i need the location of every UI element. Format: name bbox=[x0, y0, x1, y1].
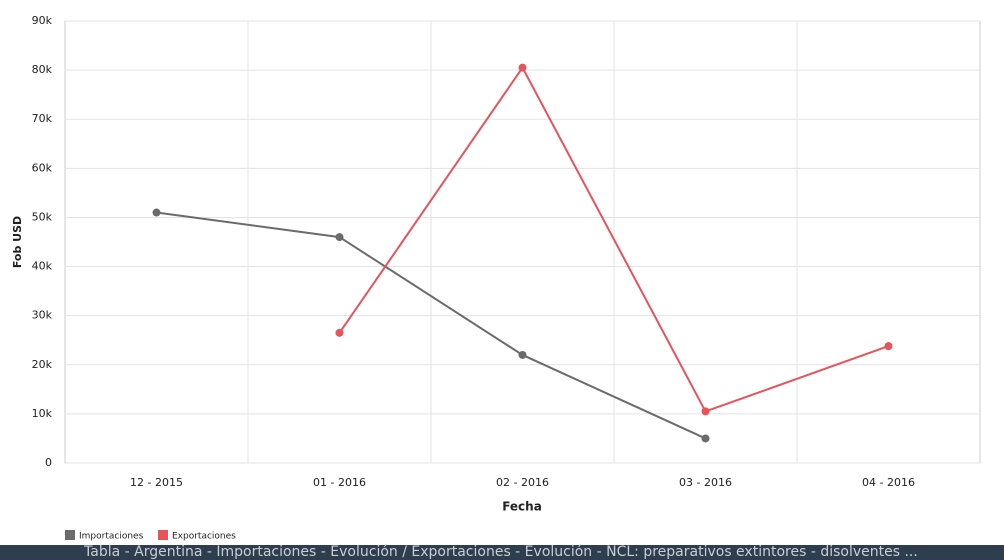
y-axis-title: Fob USD bbox=[11, 216, 24, 268]
x-tick-label: 01 - 2016 bbox=[313, 476, 366, 489]
legend-label[interactable]: Exportaciones bbox=[172, 532, 236, 542]
y-tick-label: 90k bbox=[32, 14, 53, 27]
data-point bbox=[335, 233, 344, 242]
plot-frame bbox=[64, 20, 981, 464]
y-tick-label: 10k bbox=[32, 407, 53, 420]
legend-swatch[interactable] bbox=[65, 530, 75, 540]
y-tick-label: 50k bbox=[32, 210, 53, 223]
y-tick-label: 30k bbox=[32, 309, 53, 322]
x-tick-label: 02 - 2016 bbox=[496, 476, 549, 489]
footer-bar bbox=[0, 545, 1004, 560]
x-axis-title: Fecha bbox=[502, 500, 542, 514]
x-tick-label: 03 - 2016 bbox=[679, 476, 732, 489]
y-tick-label: 70k bbox=[32, 112, 53, 125]
legend-label[interactable]: Importaciones bbox=[79, 532, 144, 542]
y-tick-label: 60k bbox=[32, 161, 53, 174]
footer-text: Tabla - Argentina - Importaciones - Evol… bbox=[83, 544, 918, 560]
series-line bbox=[338, 65, 889, 413]
data-point bbox=[518, 350, 527, 359]
data-point bbox=[518, 63, 527, 72]
data-point bbox=[335, 328, 344, 337]
y-tick-label: 80k bbox=[32, 63, 53, 76]
data-point bbox=[701, 434, 710, 443]
y-tick-label: 20k bbox=[32, 358, 53, 371]
y-tick-label: 40k bbox=[32, 260, 53, 273]
y-tick-label: 0 bbox=[45, 456, 52, 469]
x-tick-label: 12 - 2015 bbox=[130, 476, 183, 489]
data-point bbox=[701, 407, 710, 416]
data-point bbox=[884, 342, 893, 351]
legend-swatch[interactable] bbox=[158, 530, 168, 540]
data-point bbox=[152, 208, 161, 217]
x-tick-label: 04 - 2016 bbox=[862, 476, 915, 489]
series-line bbox=[156, 211, 706, 440]
